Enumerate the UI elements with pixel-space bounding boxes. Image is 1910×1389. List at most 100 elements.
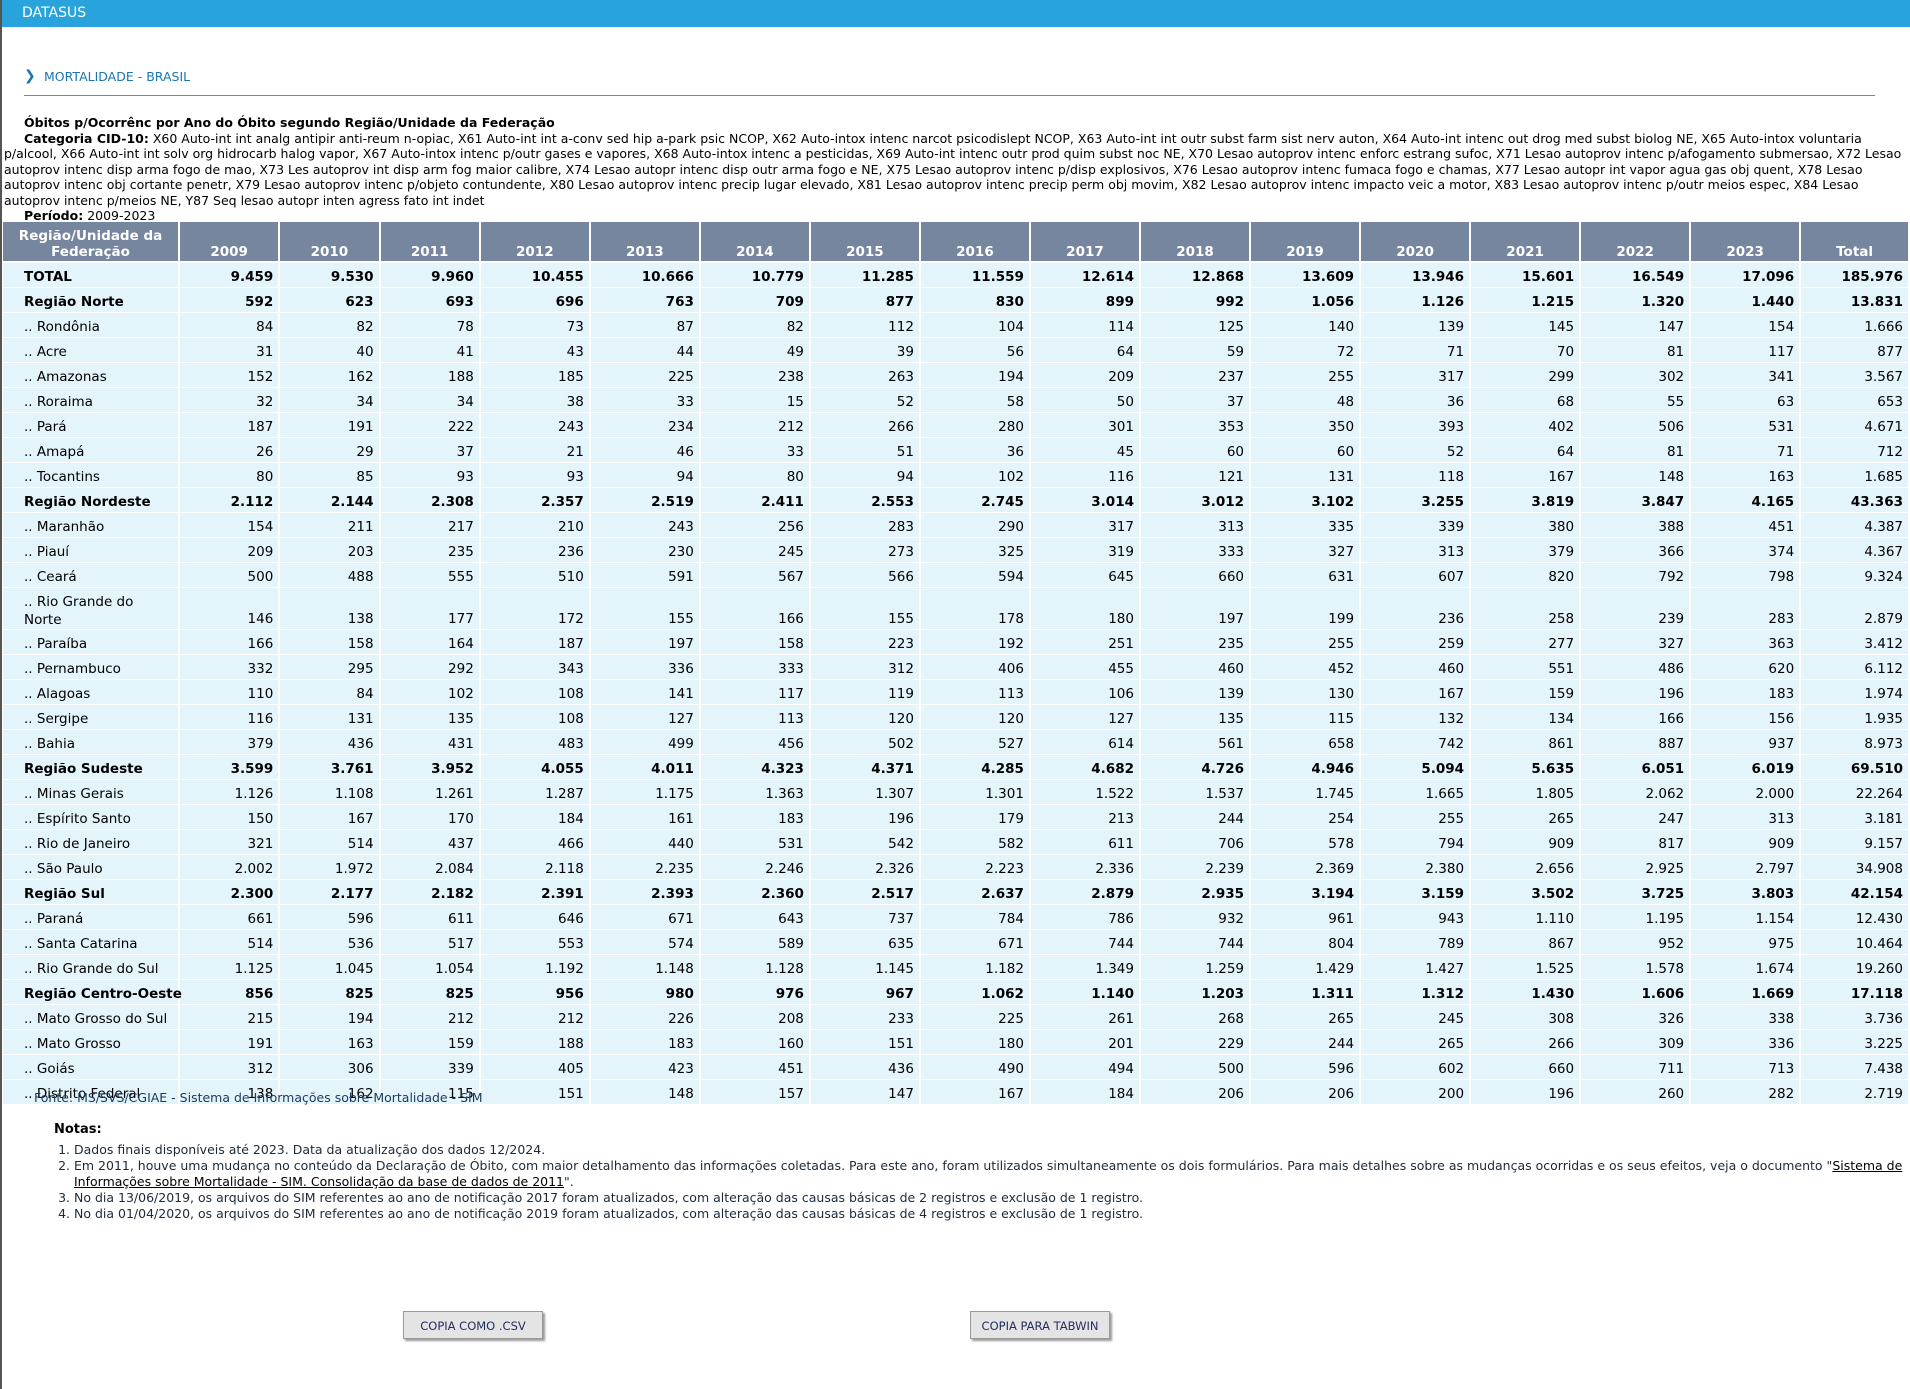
cell-value: 255 [1360,804,1472,830]
cell-value: 658 [1250,729,1362,755]
cell-value: 117 [699,679,811,705]
cell-value: 244 [1139,804,1252,830]
cell-value: 327 [1580,629,1692,655]
cell-value: 12.614 [1029,262,1141,288]
cell-value: 1.427 [1360,954,1472,980]
cell-value: 3.761 [279,754,381,780]
cell-value: 1.054 [379,954,481,980]
cell-value: 159 [1470,679,1582,705]
cell-value: 3.952 [379,754,481,780]
row-label: .. Rio de Janeiro [3,829,181,855]
cell-value: 6.019 [1690,754,1802,780]
note-item: Dados finais disponíveis até 2023. Data … [74,1142,1910,1158]
cell-value: 614 [1029,729,1141,755]
cell-value: 3.014 [1029,487,1141,513]
cell-value: 151 [479,1079,591,1105]
cell-value: 594 [919,562,1031,588]
cell-value: 706 [1139,829,1252,855]
cell-value: 737 [809,904,921,930]
cell-value: 867 [1470,929,1582,955]
cell-value: 236 [479,537,591,563]
cell-value: 2.369 [1250,854,1362,880]
cell-value: 319 [1029,537,1141,563]
cell-value: 191 [179,1029,281,1055]
cell-value: 1.578 [1580,954,1692,980]
cell-value: 1.126 [1360,287,1472,313]
cell-value: 3.819 [1470,487,1582,513]
cell-value: 59 [1139,337,1252,363]
cell-value: 43.363 [1800,487,1910,513]
cell-value: 155 [809,587,921,630]
cell-value: 69.510 [1800,754,1910,780]
cell-value: 148 [589,1079,701,1105]
cell-value: 145 [1470,312,1582,338]
cell-value: 2.935 [1139,879,1252,905]
cell-value: 245 [699,537,811,563]
cell-value: 60 [1139,437,1252,463]
consolidation-doc-link[interactable]: Sistema de Informações sobre Mortalidade… [74,1158,1903,1189]
cell-value: 167 [1360,679,1472,705]
cell-value: 247 [1580,804,1692,830]
cell-value: 238 [699,362,811,388]
cell-value: 402 [1470,412,1582,438]
cell-value: 48 [1250,387,1362,413]
cell-value: 483 [479,729,591,755]
cell-value: 592 [179,287,281,313]
cell-value: 3.159 [1360,879,1472,905]
copy-csv-button[interactable]: COPIA COMO .CSV [403,1311,543,1339]
cell-value: 531 [1690,412,1802,438]
cell-value: 19.260 [1800,954,1910,980]
cell-value: 255 [1250,629,1362,655]
cell-value: 209 [1029,362,1141,388]
cell-value: 488 [279,562,381,588]
cell-value: 877 [1800,337,1910,363]
cell-value: 4.387 [1800,512,1910,538]
cell-value: 3.847 [1580,487,1692,513]
cell-value: 338 [1690,1004,1802,1030]
cell-value: 183 [1690,679,1802,705]
cell-value: 379 [179,729,281,755]
cell-value: 44 [589,337,701,363]
cell-value: 332 [179,654,281,680]
copy-tabwin-button[interactable]: COPIA PARA TABWIN [970,1311,1110,1339]
cell-value: 265 [1470,804,1582,830]
table-row: .. Distrito Federal 138 162 115 151 148 157 147… [3,1079,1910,1105]
cell-value: 194 [279,1004,381,1030]
cell-value: 299 [1470,362,1582,388]
cell-value: 132 [1360,704,1472,730]
cell-value: 16.549 [1580,262,1692,288]
cell-value: 10.464 [1800,929,1910,955]
cell-value: 52 [809,387,921,413]
cell-value: 104 [919,312,1031,338]
cell-value: 1.349 [1029,954,1141,980]
cell-value: 12.868 [1139,262,1252,288]
cell-value: 12.430 [1800,904,1910,930]
cell-value: 166 [1580,704,1692,730]
cell-value: 4.671 [1800,412,1910,438]
cell-value: 1.320 [1580,287,1692,313]
cell-value: 3.725 [1580,879,1692,905]
query-description: Óbitos p/Ocorrênc por Ano do Óbito segun… [4,115,1904,224]
cell-value: 514 [279,829,381,855]
cell-value: 172 [479,587,591,630]
cell-value: 589 [699,929,811,955]
column-header-2013: 2013 [589,222,701,263]
cell-value: 313 [1139,512,1252,538]
cell-value: 127 [1029,704,1141,730]
cell-value: 33 [589,387,701,413]
row-label: .. Distrito Federal [3,1079,181,1105]
cell-value: 436 [279,729,381,755]
cell-value: 185 [479,362,591,388]
cell-value: 119 [809,679,921,705]
cell-value: 17.096 [1690,262,1802,288]
cell-value: 229 [1139,1029,1252,1055]
table-header-row: Região/Unidade da Federação 2009 2010 2011 2… [3,222,1910,263]
cell-value: 784 [919,904,1031,930]
row-label: .. Acre [3,337,181,363]
cell-value: 1.215 [1470,287,1582,313]
cell-value: 234 [589,412,701,438]
cell-value: 187 [479,629,591,655]
cell-value: 763 [589,287,701,313]
cell-value: 141 [589,679,701,705]
cell-value: 2.411 [699,487,811,513]
